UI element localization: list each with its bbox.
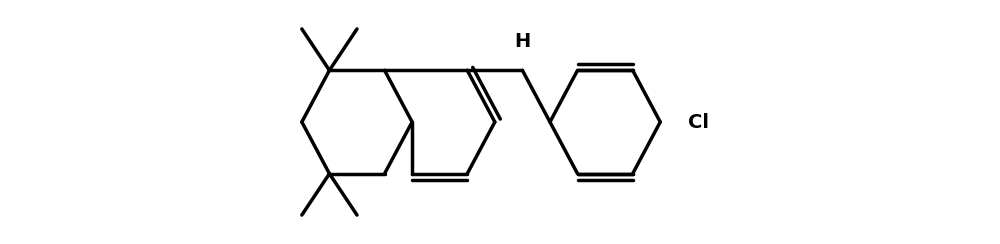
- Text: Cl: Cl: [688, 112, 709, 132]
- Text: H: H: [514, 32, 531, 51]
